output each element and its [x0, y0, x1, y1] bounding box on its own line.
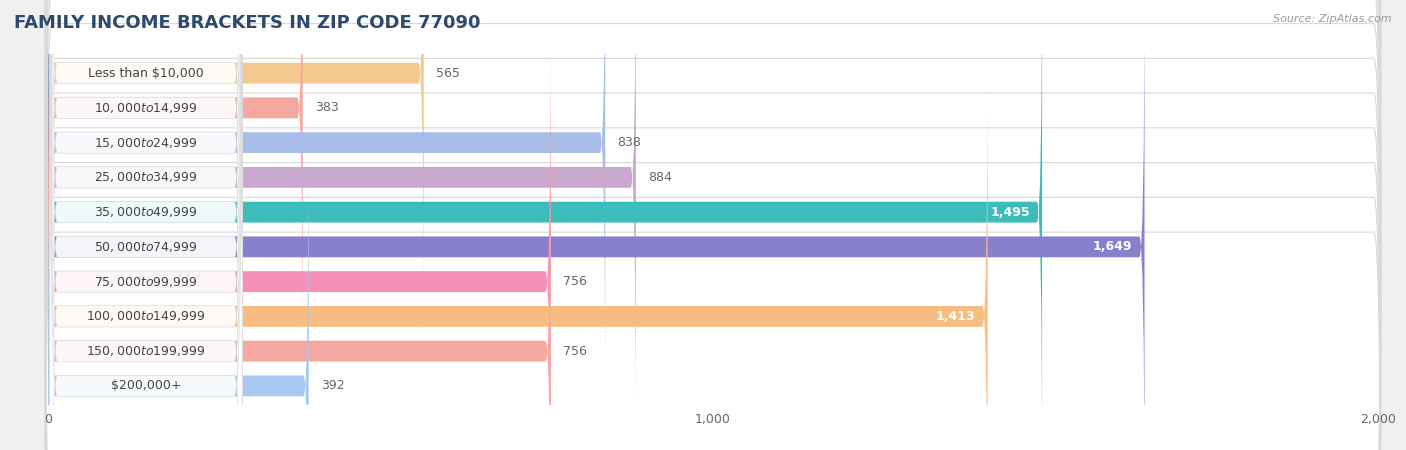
- FancyBboxPatch shape: [48, 0, 636, 445]
- FancyBboxPatch shape: [48, 0, 423, 341]
- FancyBboxPatch shape: [45, 88, 1381, 450]
- FancyBboxPatch shape: [48, 0, 1144, 450]
- FancyBboxPatch shape: [45, 0, 1381, 302]
- Text: $100,000 to $149,999: $100,000 to $149,999: [86, 310, 205, 324]
- Text: 383: 383: [315, 101, 339, 114]
- Text: Less than $10,000: Less than $10,000: [89, 67, 204, 80]
- Text: 392: 392: [321, 379, 344, 392]
- FancyBboxPatch shape: [49, 0, 242, 450]
- FancyBboxPatch shape: [45, 123, 1381, 450]
- FancyBboxPatch shape: [45, 192, 1381, 450]
- FancyBboxPatch shape: [49, 0, 242, 450]
- FancyBboxPatch shape: [49, 0, 242, 450]
- Text: $35,000 to $49,999: $35,000 to $49,999: [94, 205, 198, 219]
- Text: $10,000 to $14,999: $10,000 to $14,999: [94, 101, 198, 115]
- FancyBboxPatch shape: [48, 14, 551, 450]
- Text: $15,000 to $24,999: $15,000 to $24,999: [94, 135, 198, 149]
- FancyBboxPatch shape: [48, 84, 551, 450]
- FancyBboxPatch shape: [48, 49, 987, 450]
- Text: $150,000 to $199,999: $150,000 to $199,999: [86, 344, 205, 358]
- FancyBboxPatch shape: [45, 18, 1381, 406]
- FancyBboxPatch shape: [48, 0, 302, 375]
- FancyBboxPatch shape: [49, 0, 242, 450]
- Text: $200,000+: $200,000+: [111, 379, 181, 392]
- Text: FAMILY INCOME BRACKETS IN ZIP CODE 77090: FAMILY INCOME BRACKETS IN ZIP CODE 77090: [14, 14, 481, 32]
- Text: $25,000 to $34,999: $25,000 to $34,999: [94, 171, 198, 184]
- Text: 1,495: 1,495: [990, 206, 1031, 219]
- Text: Source: ZipAtlas.com: Source: ZipAtlas.com: [1274, 14, 1392, 23]
- FancyBboxPatch shape: [49, 0, 242, 450]
- Text: 838: 838: [617, 136, 641, 149]
- Text: 565: 565: [436, 67, 460, 80]
- FancyBboxPatch shape: [45, 0, 1381, 267]
- Text: 756: 756: [562, 345, 586, 358]
- Text: $75,000 to $99,999: $75,000 to $99,999: [94, 274, 198, 288]
- FancyBboxPatch shape: [48, 0, 605, 410]
- Text: 1,413: 1,413: [936, 310, 976, 323]
- FancyBboxPatch shape: [49, 0, 242, 450]
- Text: 1,649: 1,649: [1092, 240, 1132, 253]
- FancyBboxPatch shape: [48, 118, 309, 450]
- FancyBboxPatch shape: [49, 0, 242, 450]
- Text: $50,000 to $74,999: $50,000 to $74,999: [94, 240, 198, 254]
- Text: 884: 884: [648, 171, 672, 184]
- FancyBboxPatch shape: [49, 0, 242, 450]
- FancyBboxPatch shape: [48, 0, 1042, 450]
- FancyBboxPatch shape: [45, 53, 1381, 441]
- FancyBboxPatch shape: [49, 0, 242, 450]
- FancyBboxPatch shape: [45, 158, 1381, 450]
- FancyBboxPatch shape: [45, 0, 1381, 371]
- FancyBboxPatch shape: [49, 0, 242, 450]
- FancyBboxPatch shape: [45, 0, 1381, 336]
- Text: 756: 756: [562, 275, 586, 288]
